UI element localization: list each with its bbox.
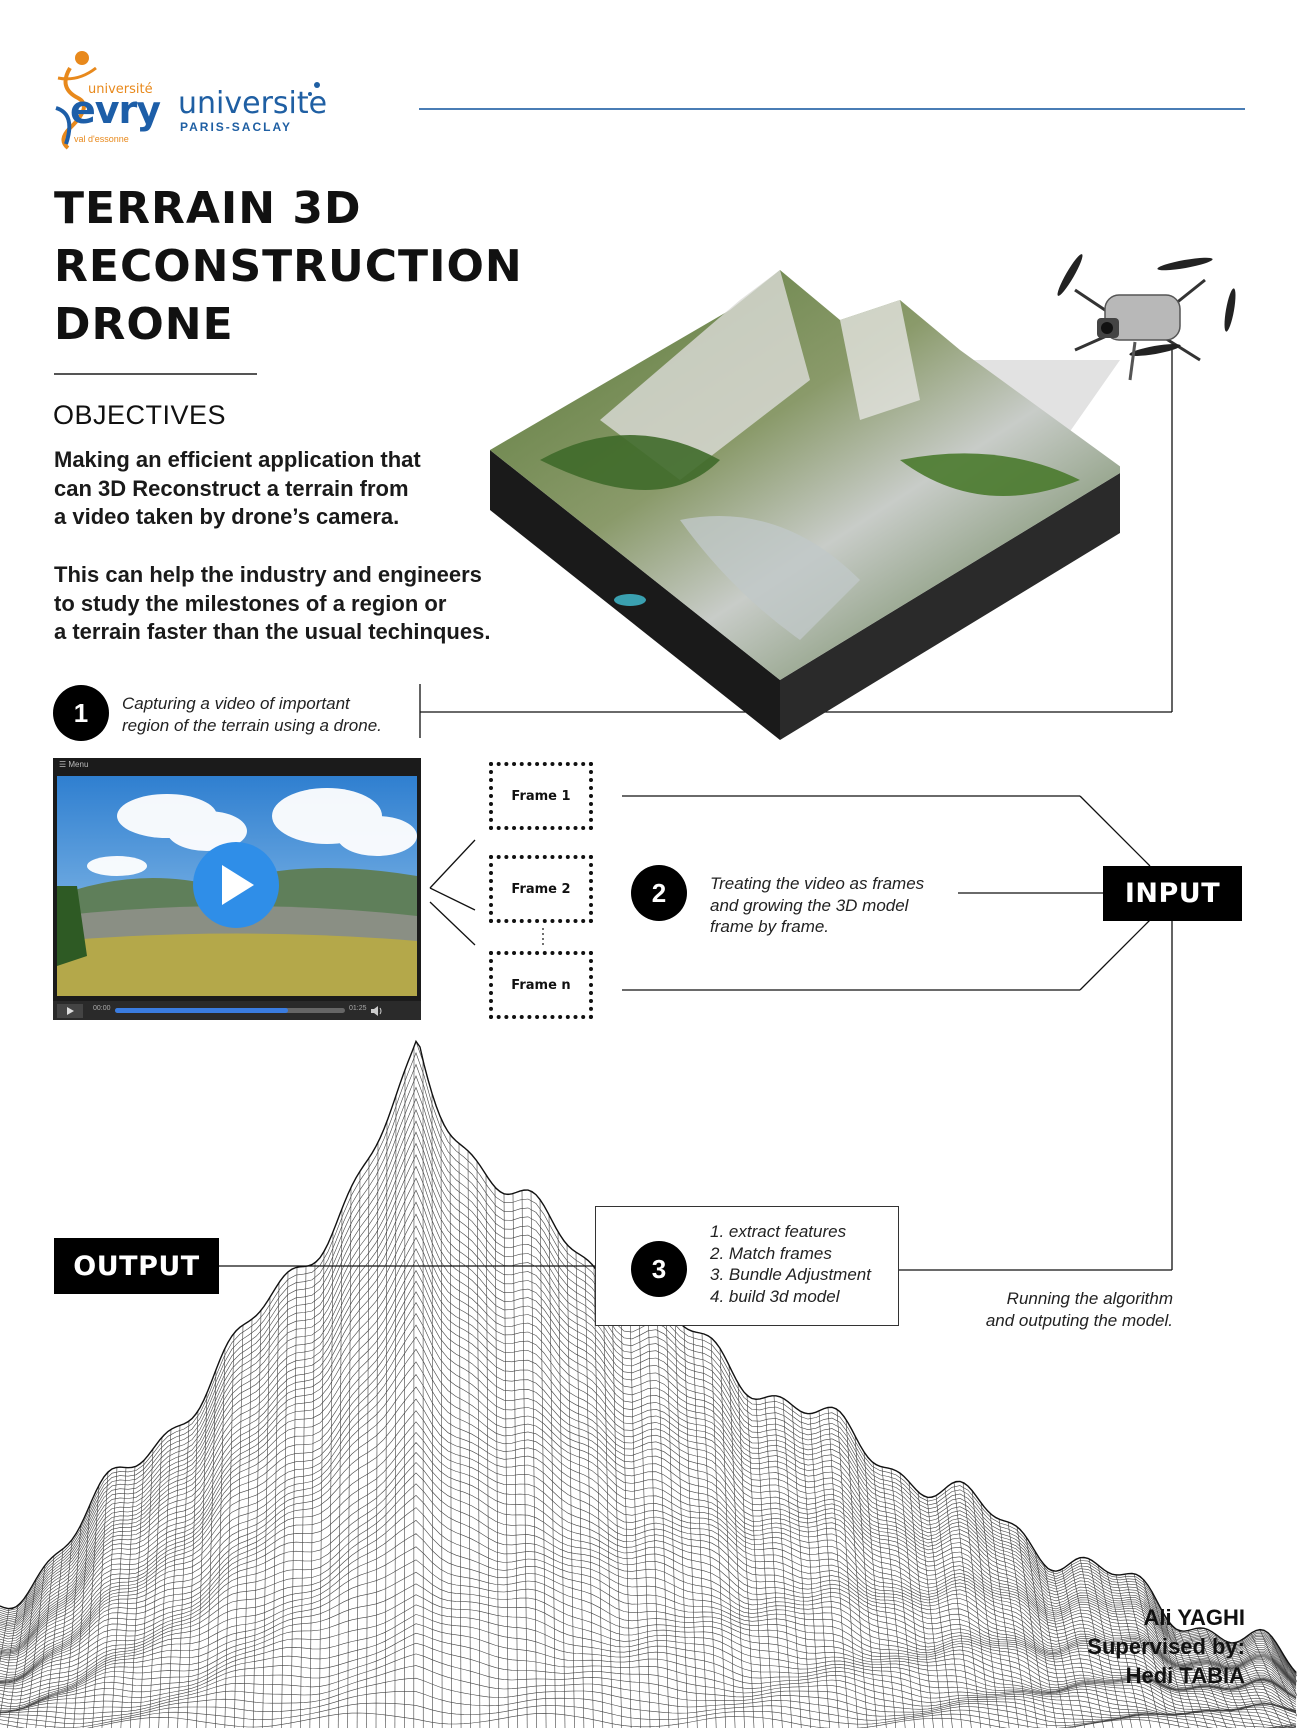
video-progress-fill <box>115 1008 288 1013</box>
small-play-icon[interactable] <box>57 1004 83 1018</box>
step-line: region of the terrain using a drone. <box>122 715 382 735</box>
play-icon <box>222 865 254 905</box>
step-line: 1. extract features <box>710 1222 847 1241</box>
run-caption: Running the algorithm and outputing the … <box>986 1288 1173 1331</box>
paris-saclay-logo: universite PARIS-SACLAY <box>178 80 328 140</box>
frame-n-box: Frame n <box>489 951 593 1019</box>
step-3-list: 1. extract features 2. Match frames 3. B… <box>710 1221 871 1307</box>
supervisor-name: Hedi TABIA <box>1125 1663 1245 1688</box>
step-line: Treating the video as frames <box>710 874 925 893</box>
title-line: TERRAIN 3D <box>54 183 362 234</box>
step-line: 3. Bundle Adjustment <box>710 1265 871 1284</box>
objectives-paragraph-2: This can help the industry and engineers… <box>54 561 490 647</box>
caption-line: and outputing the model. <box>985 1310 1173 1330</box>
objectives-paragraph-1: Making an efficient application that can… <box>54 446 421 532</box>
title-line: DRONE <box>54 299 234 350</box>
step-line: frame by frame. <box>710 917 830 936</box>
play-button[interactable] <box>193 842 279 928</box>
paragraph-line: to study the milestones of a region or <box>54 590 447 616</box>
evry-logo-figure-icon <box>55 51 97 150</box>
terrain-3d-illustration <box>490 270 1120 740</box>
video-controls: 00:00 01:25 <box>53 1001 421 1020</box>
author-name: Ali YAGHI <box>1143 1605 1245 1630</box>
paris-saclay-logo-main: universite <box>178 86 328 121</box>
evry-logo: université evry val d'essonne <box>48 48 161 152</box>
paris-saclay-logo-sub: PARIS-SACLAY <box>180 120 293 134</box>
title-line: RECONSTRUCTION <box>54 241 523 292</box>
drone-icon <box>1057 254 1236 381</box>
credits: Ali YAGHI Supervised by: Hedi TABIA <box>1087 1603 1245 1690</box>
evry-logo-sub: val d'essonne <box>74 134 129 144</box>
step-line: and growing the 3D model <box>710 895 909 915</box>
step-1-badge: 1 <box>53 685 109 741</box>
supervised-by-label: Supervised by: <box>1087 1634 1245 1659</box>
step-3-badge: 3 <box>631 1241 687 1297</box>
algorithm-steps-box: 3 1. extract features 2. Match frames 3.… <box>595 1206 899 1326</box>
evry-logo-main: evry <box>70 88 161 132</box>
video-time-total: 01:25 <box>349 1005 367 1012</box>
poster-title: TERRAIN 3D RECONSTRUCTION DRONE <box>54 180 523 354</box>
paragraph-line: can 3D Reconstruct a terrain from <box>54 475 409 501</box>
step-line: Capturing a video of important <box>122 694 350 713</box>
caption-line: Running the algorithm <box>1006 1289 1173 1308</box>
header-rule <box>419 108 1245 110</box>
paris-saclay-dot-icon <box>314 82 320 88</box>
evry-logo-top: université <box>88 82 153 97</box>
paris-saclay-dot-icon <box>308 92 312 96</box>
frame-2-box: Frame 2 <box>489 855 593 923</box>
paragraph-line: a video taken by drone’s camera. <box>54 504 400 529</box>
video-progress-track[interactable] <box>115 1008 345 1013</box>
objectives-heading: OBJECTIVES <box>53 400 227 430</box>
video-screen <box>57 776 417 996</box>
step-2-badge: 2 <box>631 865 687 921</box>
video-player[interactable]: ☰ Menu <box>53 758 421 1020</box>
output-label: OUTPUT <box>54 1238 219 1294</box>
input-label: INPUT <box>1103 866 1242 921</box>
frame-1-box: Frame 1 <box>489 762 593 830</box>
paragraph-line: Making an efficient application that <box>54 447 421 472</box>
title-underline <box>54 373 257 375</box>
step-1-description: Capturing a video of important region of… <box>122 693 382 736</box>
step-line: 4. build 3d model <box>710 1286 840 1306</box>
step-2-description: Treating the video as frames and growing… <box>710 873 924 938</box>
video-time-current: 00:00 <box>93 1005 111 1012</box>
paragraph-line: This can help the industry and engineers <box>54 562 482 587</box>
paragraph-line: a terrain faster than the usual techinqu… <box>54 619 491 644</box>
step-line: 2. Match frames <box>710 1243 832 1263</box>
video-menu-label[interactable]: ☰ Menu <box>59 760 89 769</box>
volume-icon[interactable] <box>371 1006 383 1016</box>
